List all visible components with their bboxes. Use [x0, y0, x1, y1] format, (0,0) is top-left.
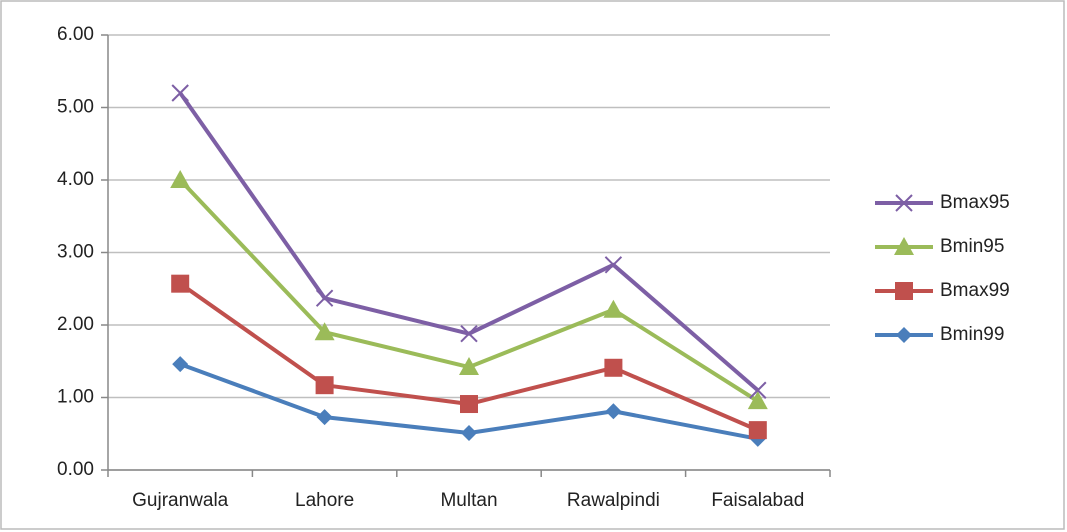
marker	[171, 84, 189, 102]
y-tick-label: 0.00	[57, 459, 94, 480]
marker	[749, 381, 767, 399]
legend-label: Bmin95	[940, 236, 1004, 257]
marker	[460, 395, 478, 414]
marker	[316, 409, 333, 426]
marker	[315, 289, 334, 307]
y-tick-label: 4.00	[57, 169, 94, 190]
marker	[605, 403, 622, 420]
marker	[747, 391, 768, 410]
y-tick-label: 1.00	[57, 387, 94, 408]
marker	[603, 299, 624, 318]
legend-label: Bmax99	[940, 280, 1010, 301]
marker	[170, 170, 191, 188]
marker	[315, 376, 334, 395]
x-tick-label: Rawalpindi	[567, 490, 660, 511]
y-tick-label: 5.00	[57, 97, 94, 118]
marker	[894, 237, 914, 255]
legend-label: Bmin99	[940, 324, 1004, 345]
marker	[604, 256, 623, 274]
y-tick-label: 6.00	[57, 24, 94, 45]
marker	[895, 282, 913, 300]
marker	[459, 357, 479, 376]
x-tick-label: Faisalabad	[711, 490, 804, 511]
x-tick-label: Multan	[440, 490, 497, 511]
x-tick-label: Lahore	[295, 490, 354, 511]
marker	[895, 194, 913, 212]
marker	[461, 425, 477, 442]
marker	[460, 324, 478, 343]
y-tick-label: 2.00	[57, 314, 94, 335]
marker	[172, 356, 189, 373]
legend-label: Bmax95	[940, 192, 1010, 213]
marker	[604, 358, 623, 377]
x-tick-label: Gujranwala	[132, 490, 229, 511]
marker	[896, 327, 912, 343]
marker	[171, 274, 190, 293]
marker	[314, 322, 335, 341]
marker	[748, 421, 767, 440]
y-tick-label: 3.00	[57, 242, 94, 263]
